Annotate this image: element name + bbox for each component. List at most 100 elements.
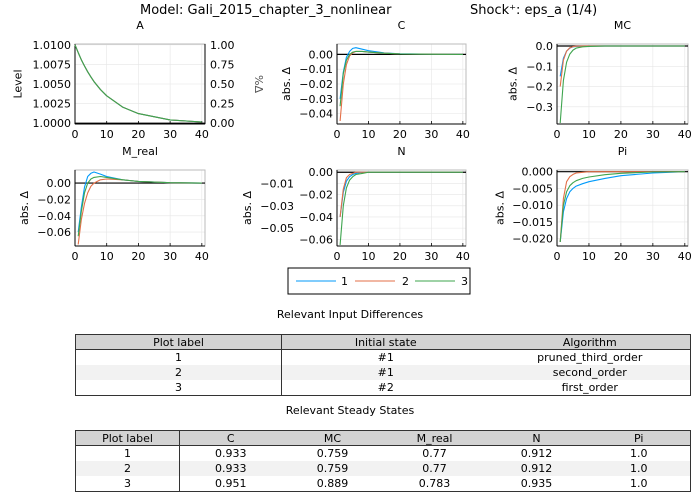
x-tick-label: 10 [582,250,596,263]
table-cell: 0.889 [316,477,349,490]
legend-label-3: 3 [461,275,468,288]
header-cell: Algorithm [489,334,691,350]
y-tick-label: −0.02 [299,189,333,202]
table-header-row: Plot label C MC M_real N Pi [75,430,691,446]
y-tick-label: 1.0000 [33,117,72,130]
steady-states-table: Plot label C MC M_real N Pi 1 0.933 0.75… [75,430,691,492]
subplot-title: M_real [122,145,158,158]
table-cell: 0.77 [422,447,447,460]
x-tick-label: 20 [131,250,145,263]
table-cell: 0.951 [179,476,282,492]
subplot-m-real: 0 10 20 30 40 −0.06 −0.04 −0.02 0.00 M_real abs. Δ [18,145,209,263]
x-tick-label: 10 [361,128,375,141]
y-tick-label: −0.010 [512,199,553,212]
table-cell: 3 [124,477,131,490]
y-tick-label: −0.05 [260,222,294,235]
table-cell: 2 [75,365,282,380]
legend: 1 2 3 [287,267,471,295]
y-tick-label: −0.03 [260,200,294,213]
header-cell: MC [281,430,384,446]
x-tick-label: 40 [678,128,692,141]
y-tick-label: 0.00 [309,166,334,179]
table-cell: 3 [175,381,182,394]
table-cell: first_order [561,381,618,394]
subplot-title: N [397,145,405,158]
table-cell: second_order [489,365,691,380]
table-cell: 0.912 [520,447,553,460]
y-tick-label: −0.04 [299,211,333,224]
series-line-3 [74,44,202,123]
x-tick-label: 40 [195,250,209,263]
x-tick-label: 30 [424,128,438,141]
x-tick-label: 0 [334,128,341,141]
x-tick-label: 40 [195,128,209,141]
x-tick-label: 0 [554,128,561,141]
y-tick-label: −0.2 [526,81,553,94]
series-line-1 [559,171,685,243]
x-tick-label: 30 [424,250,438,263]
y-tick-label: 1.0100 [33,39,72,52]
y-tick-label: 0.0 [536,40,554,53]
table-cell: pruned_third_order [537,351,643,364]
y-tick-label: −0.3 [526,101,553,114]
y-tick-label: −0.01 [260,177,294,190]
y-tick-label-right: 0.75 [210,58,235,71]
legend-label-1: 1 [341,275,348,288]
plot-frame [336,169,467,247]
y-axis-label: abs. Δ [18,191,31,225]
subplot-title: C [398,19,406,32]
subplot-n: 0 10 20 30 40 −0.06 −0.05 −0.04 −0.03 −0.02 −0.01 0… [241,145,470,263]
y-tick-label: −0.06 [299,233,333,246]
x-tick-label: 20 [131,128,145,141]
y-tick-label: 0.000 [522,166,554,179]
y-tick-label: −0.02 [299,78,333,91]
subplot-title: MC [614,19,631,32]
subplot-mc: 0 10 20 30 40 −0.3 −0.2 −0.1 0.0 MC abs. Δ [507,19,692,141]
table-cell: #2 [281,380,490,396]
table-row: 1 0.933 0.759 0.77 0.912 1.0 [76,445,691,461]
x-tick-label: 40 [456,128,470,141]
y-tick-label: −0.005 [512,182,553,195]
x-tick-label: 30 [646,128,660,141]
y-axis-label: abs. Δ [280,67,293,101]
header-cell: M_real [383,430,486,446]
subplot-title: A [136,19,144,32]
plot-frame [556,43,689,125]
table-row: 3 0.951 0.889 0.783 0.935 1.0 [76,476,691,492]
x-tick-label: 10 [361,250,375,263]
series-line-2 [339,50,463,122]
x-tick-label: 0 [72,250,79,263]
x-tick-label: 20 [614,250,628,263]
header-cell: C [179,430,282,446]
table-cell: 1.0 [630,477,648,490]
series-line-2 [559,171,685,243]
y-tick-label: −0.02 [37,193,71,206]
x-tick-label: 30 [163,128,177,141]
subplot-title: Pi [618,145,627,158]
table-row: 1 #1 pruned_third_order [76,349,691,365]
y-tick-label: −0.03 [299,93,333,106]
series-line-3 [559,45,685,124]
y-tick-label: 1.0075 [33,58,72,71]
y-tick-label: 1.0025 [33,98,72,111]
series-line-1 [559,45,685,77]
model-title: Model: Gali_2015_chapter_3_nonlinear [140,3,392,18]
x-tick-label: 30 [163,250,177,263]
table-cell: 0.783 [418,477,451,490]
header-cell: Initial state [281,334,490,350]
y-axis-label-right: %Δ [252,75,265,93]
table-cell: #1 [281,349,490,365]
table-cell: 0.933 [179,461,282,476]
table-cell: 0.933 [179,445,282,461]
table-cell: 0.759 [316,447,349,460]
x-tick-label: 20 [393,128,407,141]
x-tick-label: 0 [334,250,341,263]
x-tick-label: 10 [100,250,114,263]
table-cell: 0.759 [281,461,384,476]
y-axis-label: abs. Δ [507,67,520,101]
subplot-pi: 0 10 20 30 40 −0.020 −0.015 −0.010 −0.005 0.000 Pi… [493,145,691,263]
plot-frame [556,169,689,247]
y-tick-label: −0.04 [299,108,333,121]
y-tick-label-right: 0.00 [210,117,235,130]
y-tick-label: 1.0050 [33,78,72,91]
